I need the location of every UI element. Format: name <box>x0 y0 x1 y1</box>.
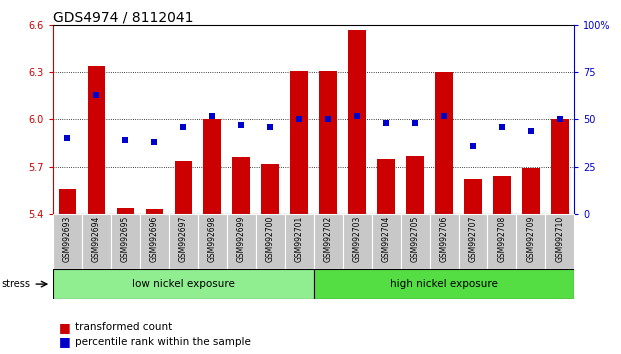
Text: GSM992699: GSM992699 <box>237 216 246 262</box>
Bar <box>204 119 221 214</box>
Bar <box>284 214 314 269</box>
Bar <box>232 157 250 214</box>
Bar <box>175 160 192 214</box>
Text: GSM992707: GSM992707 <box>468 216 478 262</box>
Text: high nickel exposure: high nickel exposure <box>390 279 498 289</box>
Text: stress: stress <box>1 279 30 289</box>
Bar <box>522 169 540 214</box>
Bar <box>487 214 517 269</box>
Bar <box>291 70 308 214</box>
Bar <box>378 159 395 214</box>
Text: GSM992698: GSM992698 <box>207 216 217 262</box>
Bar <box>406 156 424 214</box>
Text: GSM992697: GSM992697 <box>179 216 188 262</box>
Text: GSM992695: GSM992695 <box>120 216 130 262</box>
Text: GSM992702: GSM992702 <box>324 216 333 262</box>
Text: GSM992694: GSM992694 <box>92 216 101 262</box>
Bar <box>545 214 574 269</box>
Text: percentile rank within the sample: percentile rank within the sample <box>75 337 250 347</box>
Bar <box>53 214 82 269</box>
Bar <box>145 210 163 214</box>
Bar <box>319 70 337 214</box>
Text: GSM992703: GSM992703 <box>353 216 361 262</box>
Text: GSM992709: GSM992709 <box>527 216 535 262</box>
Bar <box>261 164 279 214</box>
Text: GSM992701: GSM992701 <box>294 216 304 262</box>
Bar <box>197 214 227 269</box>
Bar <box>435 72 453 214</box>
Text: GDS4974 / 8112041: GDS4974 / 8112041 <box>53 11 193 25</box>
Text: GSM992708: GSM992708 <box>497 216 507 262</box>
Bar <box>82 214 111 269</box>
Bar <box>551 119 569 214</box>
Bar <box>458 214 487 269</box>
Bar <box>169 214 197 269</box>
Text: GSM992705: GSM992705 <box>410 216 420 262</box>
Bar <box>227 214 256 269</box>
Bar <box>348 29 366 214</box>
Bar <box>53 269 314 299</box>
Bar <box>58 189 76 214</box>
Text: ■: ■ <box>59 321 71 334</box>
Text: GSM992696: GSM992696 <box>150 216 159 262</box>
Text: GSM992710: GSM992710 <box>555 216 564 262</box>
Bar <box>430 214 458 269</box>
Text: ■: ■ <box>59 335 71 348</box>
Text: GSM992693: GSM992693 <box>63 216 72 262</box>
Bar <box>140 214 169 269</box>
Bar <box>314 214 343 269</box>
Bar <box>117 208 134 214</box>
Text: GSM992706: GSM992706 <box>440 216 448 262</box>
Bar <box>493 176 510 214</box>
Bar <box>371 214 401 269</box>
Text: low nickel exposure: low nickel exposure <box>132 279 235 289</box>
Text: transformed count: transformed count <box>75 322 172 332</box>
Bar <box>465 179 482 214</box>
Bar <box>314 269 574 299</box>
Bar <box>343 214 371 269</box>
Text: GSM992700: GSM992700 <box>266 216 274 262</box>
Bar <box>256 214 284 269</box>
Bar <box>111 214 140 269</box>
Bar <box>88 66 105 214</box>
Bar <box>517 214 545 269</box>
Text: GSM992704: GSM992704 <box>381 216 391 262</box>
Bar <box>401 214 430 269</box>
